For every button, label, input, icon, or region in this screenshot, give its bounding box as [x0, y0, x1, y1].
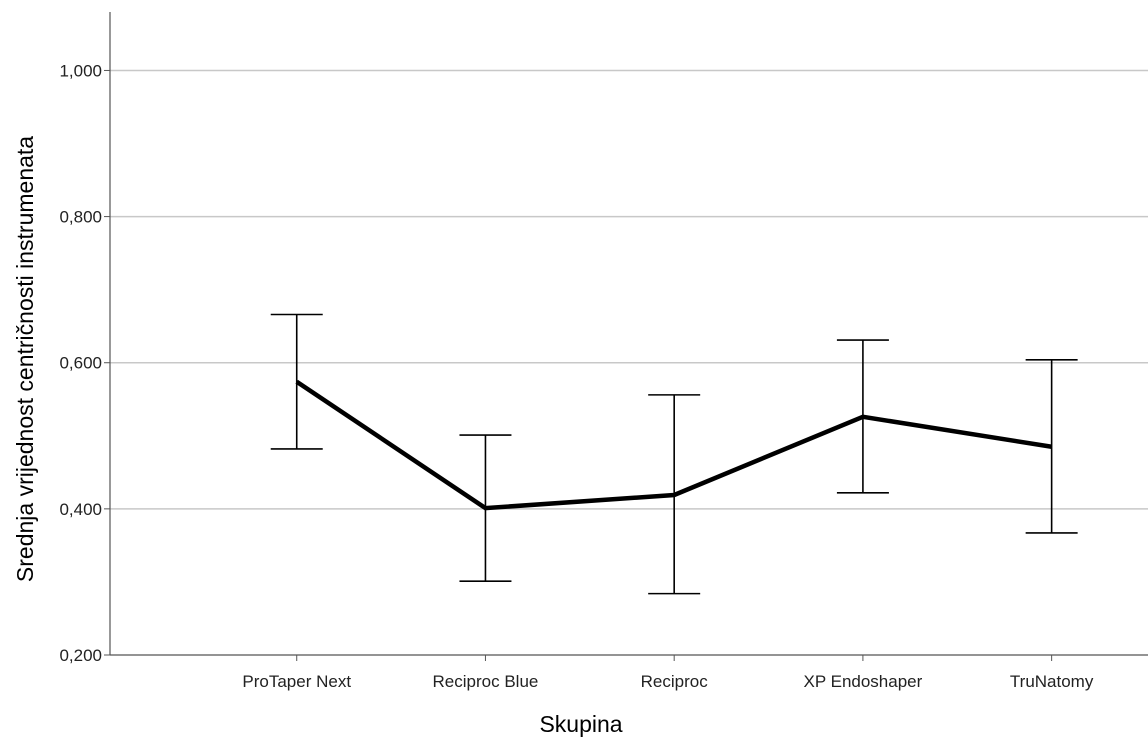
y-tick-label: 1,000: [59, 61, 102, 80]
y-tick-labels: 0,200 0,400 0,600 0,800 1,000: [59, 61, 102, 665]
error-bars: [271, 315, 1078, 594]
x-axis-title: Skupina: [539, 711, 622, 737]
x-tick-label: XP Endoshaper: [804, 672, 923, 691]
y-axis-title: Srednja vrijednost centričnosti instrume…: [12, 136, 38, 582]
axes: [104, 12, 1148, 661]
x-tick-label: ProTaper Next: [242, 672, 351, 691]
x-tick-label: Reciproc Blue: [433, 672, 539, 691]
y-tick-label: 0,400: [59, 500, 102, 519]
y-tick-label: 0,200: [59, 646, 102, 665]
y-tick-label: 0,600: [59, 354, 102, 373]
x-tick-label: Reciproc: [641, 672, 709, 691]
y-tick-label: 0,800: [59, 208, 102, 227]
gridlines: [110, 70, 1148, 508]
x-tick-labels: ProTaper Next Reciproc Blue Reciproc XP End…: [242, 672, 1093, 691]
x-tick-label: TruNatomy: [1010, 672, 1094, 691]
